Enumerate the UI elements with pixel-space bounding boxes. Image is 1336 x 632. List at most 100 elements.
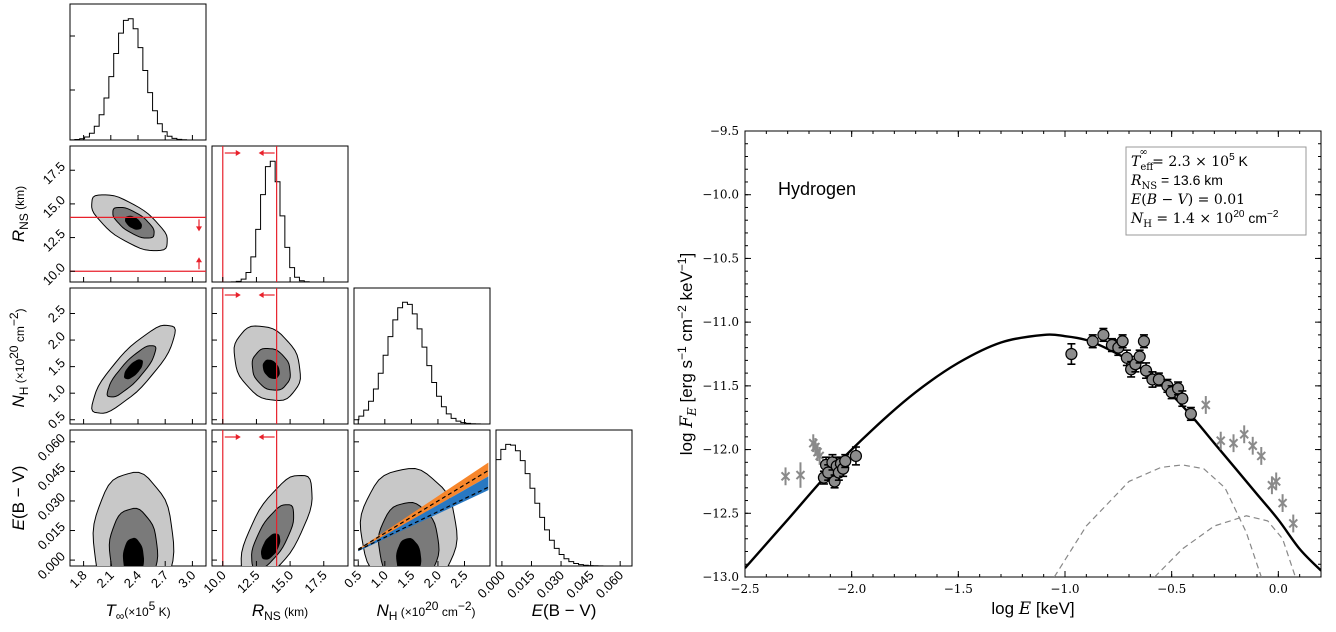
grey-cross-b: [1248, 441, 1258, 451]
label-part: −1: [675, 346, 689, 360]
corner-plot: 1.8 2.1 2.4 2.7 3.0 10.0 12.5 15.0 17.5 0.5 1.0 1.5…: [7, 3, 633, 623]
legend-part: B: [1146, 192, 1157, 208]
y-tick-label: −10.5: [702, 251, 739, 265]
data-marker: [1133, 350, 1146, 363]
x-tick-label: −1.5: [944, 582, 973, 596]
label-part: T: [105, 601, 117, 620]
grey-cross-b: [1256, 451, 1266, 461]
label-part: E: [9, 518, 28, 530]
grey-point: [1277, 494, 1288, 513]
grey-cross-b: [1228, 438, 1239, 448]
legend-part: −: [1157, 192, 1178, 208]
legend-part: 20: [1233, 209, 1245, 220]
x-tick-label: 0.015: [504, 568, 538, 602]
x-tick-label: 0.045: [563, 568, 597, 602]
legend-line-2: RNS = 13.6 km: [1130, 172, 1223, 192]
label-part: (km): [13, 186, 27, 213]
x-tick-label: −0.5: [1157, 582, 1186, 596]
label-part: (×10: [124, 605, 149, 619]
data-marker: [1065, 347, 1078, 361]
label-part: ): [13, 308, 27, 312]
label-part: R: [252, 601, 264, 620]
limit-arrow-right-head: [235, 150, 241, 156]
legend-part: E: [1130, 192, 1141, 208]
grey-point: [780, 467, 791, 486]
histogram-column-density: [353, 301, 491, 425]
x-tick-label: 3.0: [175, 568, 198, 591]
grey-point: [1271, 472, 1281, 491]
histogram-temperature: [69, 18, 207, 141]
legend-part: −2: [1267, 209, 1279, 220]
grey-cross-b: [780, 471, 791, 482]
limit-arrow-down-head: [196, 226, 202, 232]
data-marker: [1116, 335, 1129, 348]
corner-panel-frame: [211, 287, 349, 425]
label-part: cm: [13, 326, 27, 345]
y-tick-label: 0.015: [35, 519, 69, 553]
contour-level-2: [108, 507, 159, 566]
data-marker: [1120, 351, 1133, 364]
x-tick-label: 12.5: [234, 568, 263, 597]
label-part: R: [9, 230, 28, 242]
contours-column-reddening: [359, 467, 458, 566]
y-tick-label: 10.0: [40, 260, 69, 289]
data-marker: [839, 454, 852, 468]
photometry-point: [1137, 334, 1151, 349]
legend-part: eff: [1140, 162, 1154, 173]
label-part: cm: [677, 319, 696, 346]
contour-level-3: [123, 359, 143, 380]
legend-part: ∞: [1139, 147, 1147, 158]
grey-point: [814, 447, 825, 465]
label-part: −1: [675, 257, 689, 271]
label-part: −2: [458, 599, 472, 613]
grey-cross-b: [795, 470, 806, 480]
legend-part: R: [1130, 173, 1142, 189]
y-tick-label: 0.030: [35, 489, 69, 523]
x-tick-label: −2.5: [730, 582, 759, 596]
data-marker: [1097, 328, 1110, 341]
contours-radius-column: [233, 325, 301, 402]
grey-point: [1248, 436, 1258, 455]
y-tick-label: −9.5: [710, 124, 739, 138]
corner-ticks: [70, 35, 621, 566]
grey-cross-b: [1216, 435, 1226, 446]
model-curve-group: [745, 333, 1321, 572]
x-tick-label: 1.0: [368, 568, 391, 591]
dashed-fit-lower: [357, 486, 489, 551]
corner-panel-frame: [211, 145, 349, 283]
grey-cross-b: [1201, 400, 1211, 410]
contour-level-3: [122, 537, 144, 566]
x-axis-label-reddening: E(B − V): [532, 601, 597, 620]
label-part: F: [677, 415, 697, 429]
histogram-radius: [212, 160, 348, 283]
y-tick-label: 2.0: [45, 329, 68, 352]
legend-part: T: [1131, 154, 1142, 170]
photometry-point: [1120, 349, 1133, 367]
orange-band: [358, 462, 489, 551]
grey-point: [795, 462, 806, 488]
legend-part: N: [1130, 211, 1144, 227]
legend-part: 5: [1229, 152, 1235, 163]
contour-level-3: [261, 533, 281, 560]
corner-panel-frame: [211, 429, 349, 567]
corner-panel-frame: [69, 3, 207, 141]
photometry-point: [1139, 362, 1153, 380]
x-tick-label: −1.0: [1050, 582, 1079, 596]
y-tick-label: 15.0: [40, 192, 69, 221]
label-part: E: [685, 407, 699, 417]
x-tick-label: 2.5: [447, 568, 470, 591]
label-part: (×10: [397, 605, 425, 619]
label-part: (B − V): [543, 601, 596, 620]
grey-cross-b: [1271, 476, 1281, 487]
spectrum-plot: −2.5 −2.0 −1.5 −1.0 −0.5 0.0 −9.5 −10.0 −10.5 −11…: [675, 124, 1322, 619]
correlation-bands: [357, 462, 489, 552]
legend-line-1: Teff ∞ = 2.3 × 105 K: [1131, 147, 1249, 173]
photometry-point: [839, 453, 852, 469]
legend-part: NS: [1142, 181, 1158, 192]
limit-arrow-left-head: [258, 292, 264, 298]
y-tick-label: 12.5: [40, 226, 69, 255]
y-tick-label: −12.5: [702, 506, 739, 520]
x-tick-label: 10.0: [200, 568, 229, 597]
grey-point: [1256, 447, 1266, 465]
